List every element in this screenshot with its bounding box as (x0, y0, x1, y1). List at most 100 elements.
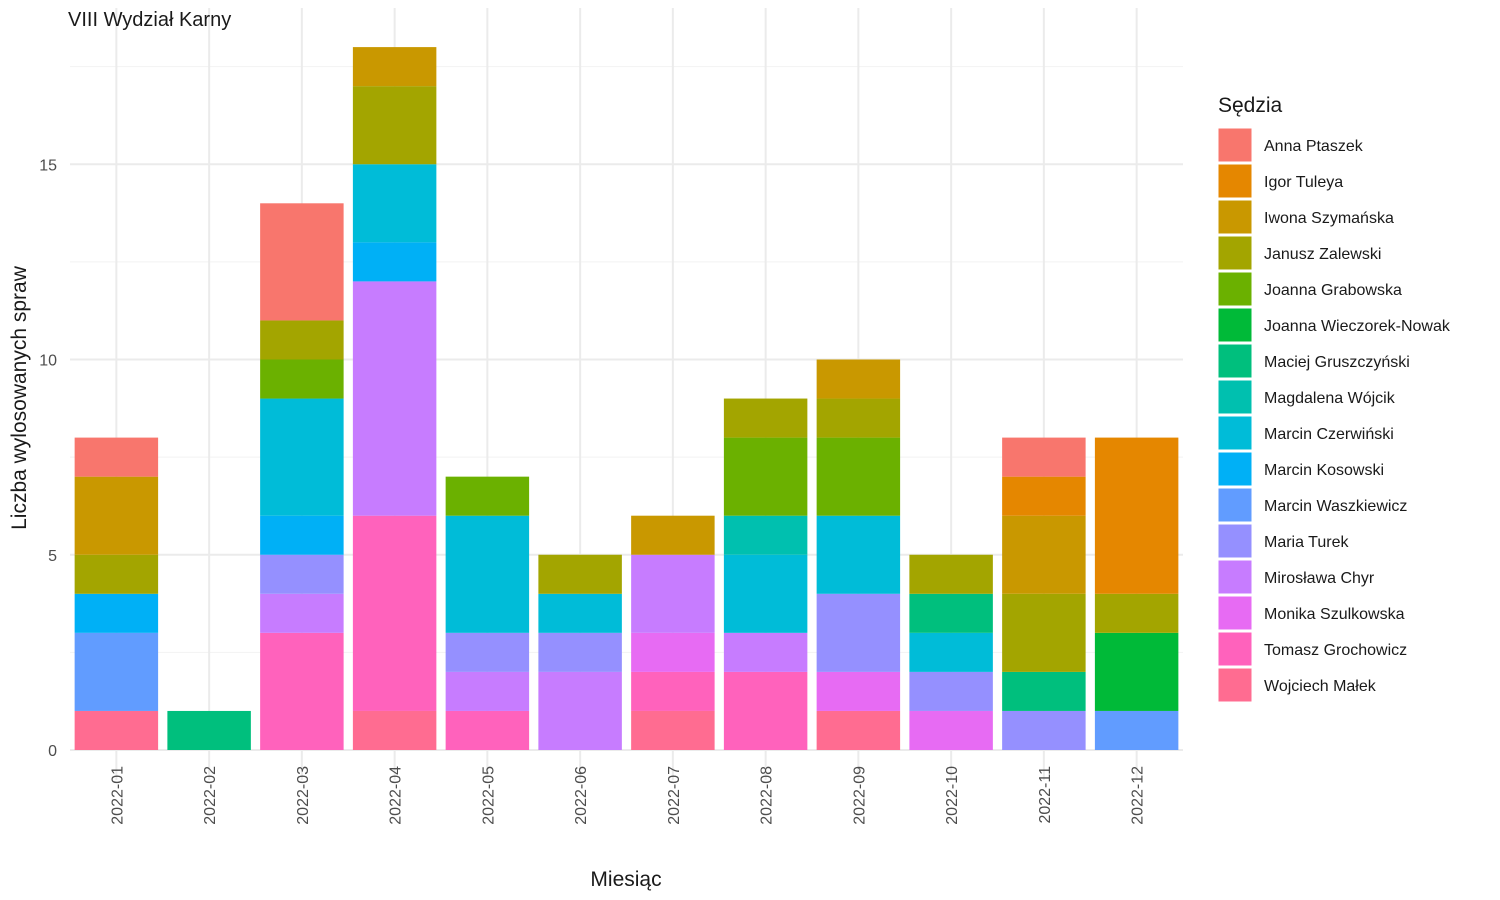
bar-segment (1002, 437, 1086, 477)
x-tick-label: 2022-07 (666, 766, 683, 825)
bar-segment (723, 437, 808, 516)
bar-segment (538, 554, 622, 594)
x-tick-label: 2022-01 (109, 766, 126, 825)
bar-segment (816, 359, 901, 399)
legend-key (1217, 271, 1253, 307)
bar-segment (260, 320, 344, 360)
bar-segment (816, 671, 901, 711)
x-tick-label: 2022-03 (295, 766, 312, 825)
bar-segment (1002, 515, 1086, 594)
legend-key (1217, 595, 1253, 631)
bar-segment (445, 515, 530, 633)
bar-segment (352, 281, 437, 516)
bar-segment (723, 554, 808, 633)
x-axis-title: Miesiąc (590, 868, 661, 891)
legend-label: Mirosława Chyr (1264, 570, 1375, 587)
bar-segment (167, 710, 251, 750)
legend-label: Monika Szulkowska (1264, 606, 1405, 623)
bar-segment (1094, 437, 1179, 594)
bar-segment (352, 242, 437, 282)
bar-segment (723, 671, 808, 750)
legend-key (1217, 631, 1253, 667)
bar-segment (74, 710, 159, 750)
chart-title: VIII Wydział Karny (68, 9, 231, 31)
bar-segment (74, 437, 159, 477)
bar-segment (260, 632, 344, 750)
bar-segment (260, 593, 344, 633)
legend-key (1217, 127, 1253, 163)
legend-key (1217, 343, 1253, 379)
bar-segment (445, 632, 530, 672)
legend-label: Magdalena Wójcik (1264, 390, 1396, 407)
y-tick-label: 5 (48, 548, 57, 565)
bar-segment (631, 632, 715, 672)
bar-segment (909, 632, 993, 672)
bar-segment (352, 164, 437, 243)
bars (74, 47, 1179, 750)
x-tick-label: 2022-06 (573, 766, 590, 825)
legend-key (1217, 415, 1253, 451)
y-tick-label: 10 (39, 353, 57, 370)
legend-key (1217, 559, 1253, 595)
bar-segment (631, 710, 715, 750)
bar-segment (909, 671, 993, 711)
y-tick-label: 0 (48, 743, 57, 760)
legend-label: Maciej Gruszczyński (1264, 354, 1410, 371)
legend-label: Maria Turek (1264, 534, 1349, 551)
y-axis-ticks: 0 5 10 15 (39, 157, 57, 760)
x-axis-ticks: 2022-01 2022-02 2022-03 2022-04 2022-05 2022-… (109, 766, 1146, 825)
bar-segment (445, 476, 530, 516)
bar-segment (816, 515, 901, 594)
bar-segment (723, 398, 808, 438)
legend-key (1217, 523, 1253, 559)
bar-segment (260, 203, 344, 321)
x-tick-label: 2022-11 (1037, 766, 1054, 824)
bar-segment (816, 710, 901, 750)
legend-key (1217, 379, 1253, 415)
bar-segment (723, 632, 808, 672)
bar-segment (352, 47, 437, 87)
bar-segment (1094, 632, 1179, 711)
bar-segment (445, 710, 530, 750)
bar-segment (1002, 593, 1086, 672)
legend-label: Joanna Wieczorek-Nowak (1264, 318, 1451, 335)
legend-label: Tomasz Grochowicz (1264, 642, 1407, 659)
x-tick-label: 2022-12 (1130, 766, 1147, 825)
bar-segment (74, 476, 159, 555)
bar-segment (1094, 710, 1179, 750)
bar-segment (723, 515, 808, 555)
bar-segment (1002, 671, 1086, 711)
x-tick-label: 2022-02 (202, 766, 219, 825)
bar-segment (538, 632, 622, 672)
bar-segment (538, 593, 622, 633)
legend-label: Iwona Szymańska (1264, 210, 1394, 227)
bar-segment (74, 632, 159, 711)
x-tick-label: 2022-09 (851, 766, 868, 825)
legend-label: Marcin Waszkiewicz (1264, 498, 1407, 515)
bar-segment (909, 554, 993, 594)
legend-label: Marcin Czerwiński (1264, 426, 1394, 443)
bar-segment (1002, 710, 1086, 750)
bar-segment (352, 710, 437, 750)
x-tick-label: 2022-04 (388, 766, 405, 825)
bar-segment (260, 359, 344, 399)
legend-key (1217, 307, 1253, 343)
legend-key (1217, 235, 1253, 271)
legend-items: Anna Ptaszek Igor Tuleya Iwona Szymańska Ja… (1217, 127, 1451, 703)
bar-segment (1002, 476, 1086, 516)
x-tick-label: 2022-08 (759, 766, 776, 825)
legend-label: Janusz Zalewski (1264, 246, 1381, 263)
legend-key (1217, 163, 1253, 199)
bar-segment (260, 554, 344, 594)
bar-segment (352, 515, 437, 711)
bar-segment (631, 515, 715, 555)
bar-segment (631, 671, 715, 711)
y-tick-label: 15 (39, 157, 57, 174)
y-axis-title: Liczba wylosowanych spraw (8, 265, 31, 530)
legend-label: Marcin Kosowski (1264, 462, 1384, 479)
bar-segment (260, 398, 344, 516)
legend: Sędzia Anna Ptaszek Igor Tuleya Iwona Szym… (1217, 94, 1451, 703)
bar-segment (352, 86, 437, 165)
legend-label: Joanna Grabowska (1264, 282, 1402, 299)
